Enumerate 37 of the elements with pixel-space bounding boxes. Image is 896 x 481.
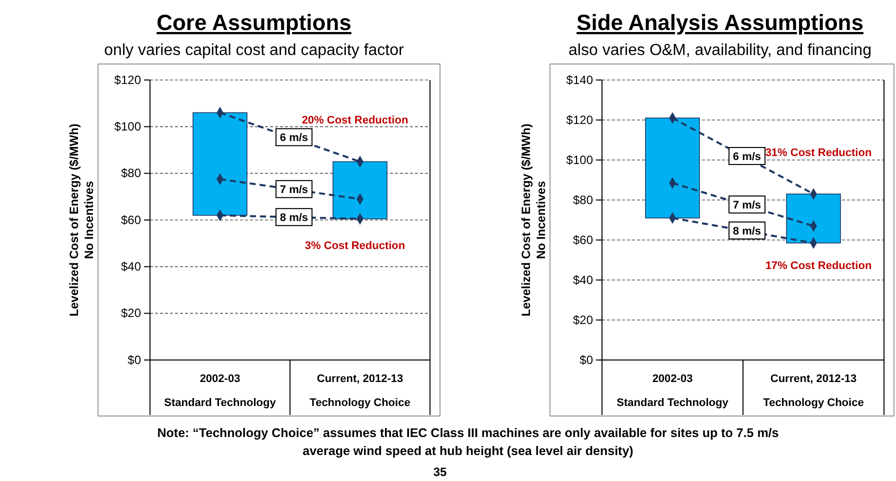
y-tick-label: $140 (566, 72, 594, 87)
y-tick-label: $0 (128, 352, 142, 367)
y-tick-label: $80 (120, 166, 142, 180)
y-tick-label: $120 (566, 112, 594, 127)
y-tick-label: $100 (114, 120, 142, 134)
y-tick-label: $40 (120, 260, 142, 274)
series-label: 6 m/s (732, 151, 762, 163)
text: Note: “Technology Choice” assumes that IEC Class III machines are only available for sites up to 7.5 m/s average wind speed at hub height (sea level air density) (157, 426, 779, 458)
annotation: 31% Cost Reduction (765, 147, 872, 159)
y-tick-label: $0 (580, 352, 594, 367)
chart-title: Core Assumptions (156, 10, 352, 35)
series-label: 7 m/s (732, 200, 762, 212)
x-tick-label: Current, 2012-13 Technology Choice (763, 373, 864, 409)
chart-subtitle: also varies O&M, availability, and financing (568, 42, 872, 59)
x-tick-label: Current, 2012-13 Technology Choice (310, 373, 410, 409)
y-tick-label: $80 (572, 192, 594, 207)
y-tick-label: $20 (120, 306, 142, 320)
y-tick-label: $20 (572, 312, 594, 327)
series-label: 6 m/s (280, 132, 308, 144)
y-tick-label: $60 (572, 232, 594, 247)
series-label: 8 m/s (732, 226, 762, 238)
y-axis-title: Levelized Cost of Energy ($/MWh) No Incentives (519, 124, 548, 316)
series-label: 8 m/s (280, 212, 308, 224)
y-tick-label: $40 (572, 272, 594, 287)
y-tick-label: $120 (114, 72, 142, 87)
y-axis-title: Levelized Cost of Energy ($/MWh) No Incentives (67, 124, 96, 316)
y-tick-label: $100 (566, 152, 594, 167)
text: 35 (433, 465, 447, 479)
x-tick-label: 2002-03 Standard Technology (164, 373, 277, 409)
annotation: 17% Cost Reduction (765, 260, 872, 272)
chart-title: Side Analysis Assumptions (576, 10, 864, 35)
series-label: 7 m/s (280, 184, 308, 196)
annotation: 3% Cost Reduction (304, 240, 406, 252)
x-tick-label: 2002-03 Standard Technology (616, 373, 730, 409)
chart-subtitle: only varies capital cost and capacity factor (104, 42, 405, 59)
y-tick-label: $60 (120, 212, 142, 227)
annotation: 20% Cost Reduction (302, 114, 408, 127)
